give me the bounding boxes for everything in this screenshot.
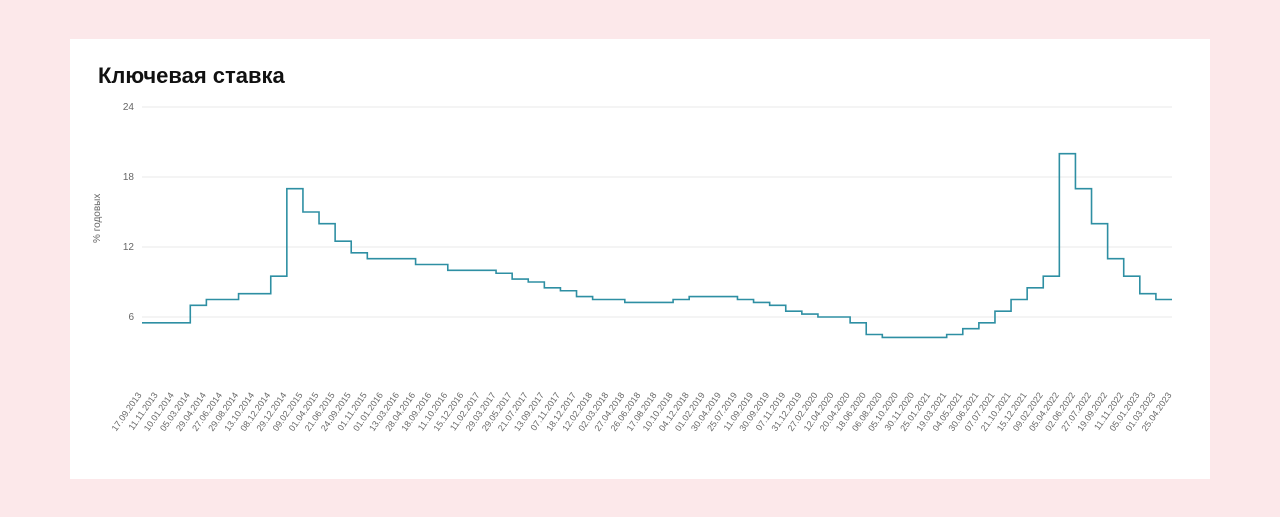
svg-text:6: 6 [128,312,134,323]
chart-area: % годовых 612182417.09.201311.11.201310.… [98,93,1182,473]
line-chart: 612182417.09.201311.11.201310.01.201405.… [98,93,1182,465]
chart-card: Ключевая ставка % годовых 612182417.09.2… [70,39,1210,479]
y-axis-label: % годовых [92,193,103,242]
svg-text:18: 18 [123,172,135,183]
chart-title: Ключевая ставка [98,63,1182,89]
svg-text:12: 12 [123,242,135,253]
svg-text:24: 24 [123,102,135,113]
